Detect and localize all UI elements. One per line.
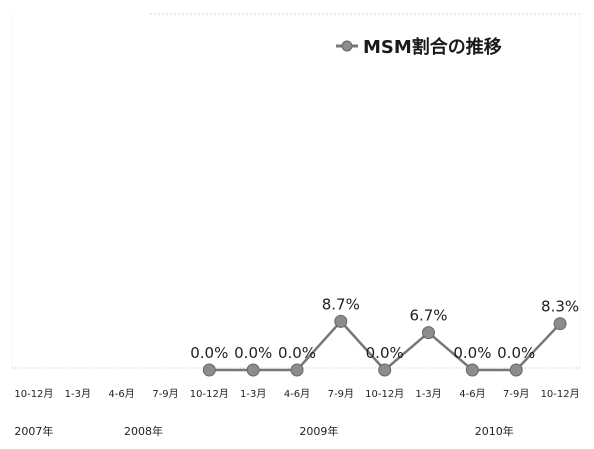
data-point xyxy=(334,314,348,328)
data-point xyxy=(509,363,523,377)
year-label: 2010年 xyxy=(475,424,514,438)
data-point xyxy=(378,363,392,377)
data-point xyxy=(422,326,435,340)
legend: MSM割合の推移 xyxy=(336,36,502,58)
data-point xyxy=(246,363,260,377)
data-label: 8.7% xyxy=(322,295,360,313)
x-tick-label: 7-9月 xyxy=(328,388,354,400)
series-layer xyxy=(202,314,567,377)
year-label: 2009年 xyxy=(299,424,338,438)
data-label: 0.0% xyxy=(234,344,272,362)
data-label: 0.0% xyxy=(190,344,228,362)
data-labels: 0.0% 0.0% 0.0% 8.7% 0.0% 6.7% 0.0% 0.0% 8.3% xyxy=(190,295,579,362)
x-tick-label: 4-6月 xyxy=(108,388,134,400)
x-tick-label: 7-9月 xyxy=(503,388,529,400)
legend-marker-icon xyxy=(341,40,353,52)
data-point xyxy=(465,363,479,377)
year-label: 2008年 xyxy=(124,424,163,438)
x-tick-label: 1-3月 xyxy=(65,388,91,400)
data-point xyxy=(553,317,567,331)
x-tick-label: 10-12月 xyxy=(14,388,53,400)
data-point xyxy=(290,363,304,377)
x-tick-label: 1-3月 xyxy=(415,388,441,400)
x-tick-label: 10-12月 xyxy=(190,388,229,400)
data-label: 6.7% xyxy=(409,307,447,325)
x-tick-label: 1-3月 xyxy=(240,388,266,400)
legend-label: MSM割合の推移 xyxy=(363,36,502,58)
x-tick-label: 4-6月 xyxy=(459,388,485,400)
year-labels: 2007年 2008年 2009年 2010年 xyxy=(14,424,513,438)
data-label: 0.0% xyxy=(497,344,535,362)
x-tick-label: 4-6月 xyxy=(284,388,310,400)
x-tick-label: 7-9月 xyxy=(152,388,178,400)
x-tick-label: 10-12月 xyxy=(541,388,580,400)
x-tick-labels: 10-12月 1-3月 4-6月 7-9月 10-12月 1-3月 4-6月 7-9月 10-1… xyxy=(14,388,579,400)
data-label: 8.3% xyxy=(541,298,579,316)
x-tick-label: 10-12月 xyxy=(365,388,404,400)
data-point xyxy=(202,363,216,377)
year-label: 2007年 xyxy=(14,424,53,438)
data-label: 0.0% xyxy=(366,344,404,362)
data-label: 0.0% xyxy=(453,344,491,362)
data-label: 0.0% xyxy=(278,344,316,362)
